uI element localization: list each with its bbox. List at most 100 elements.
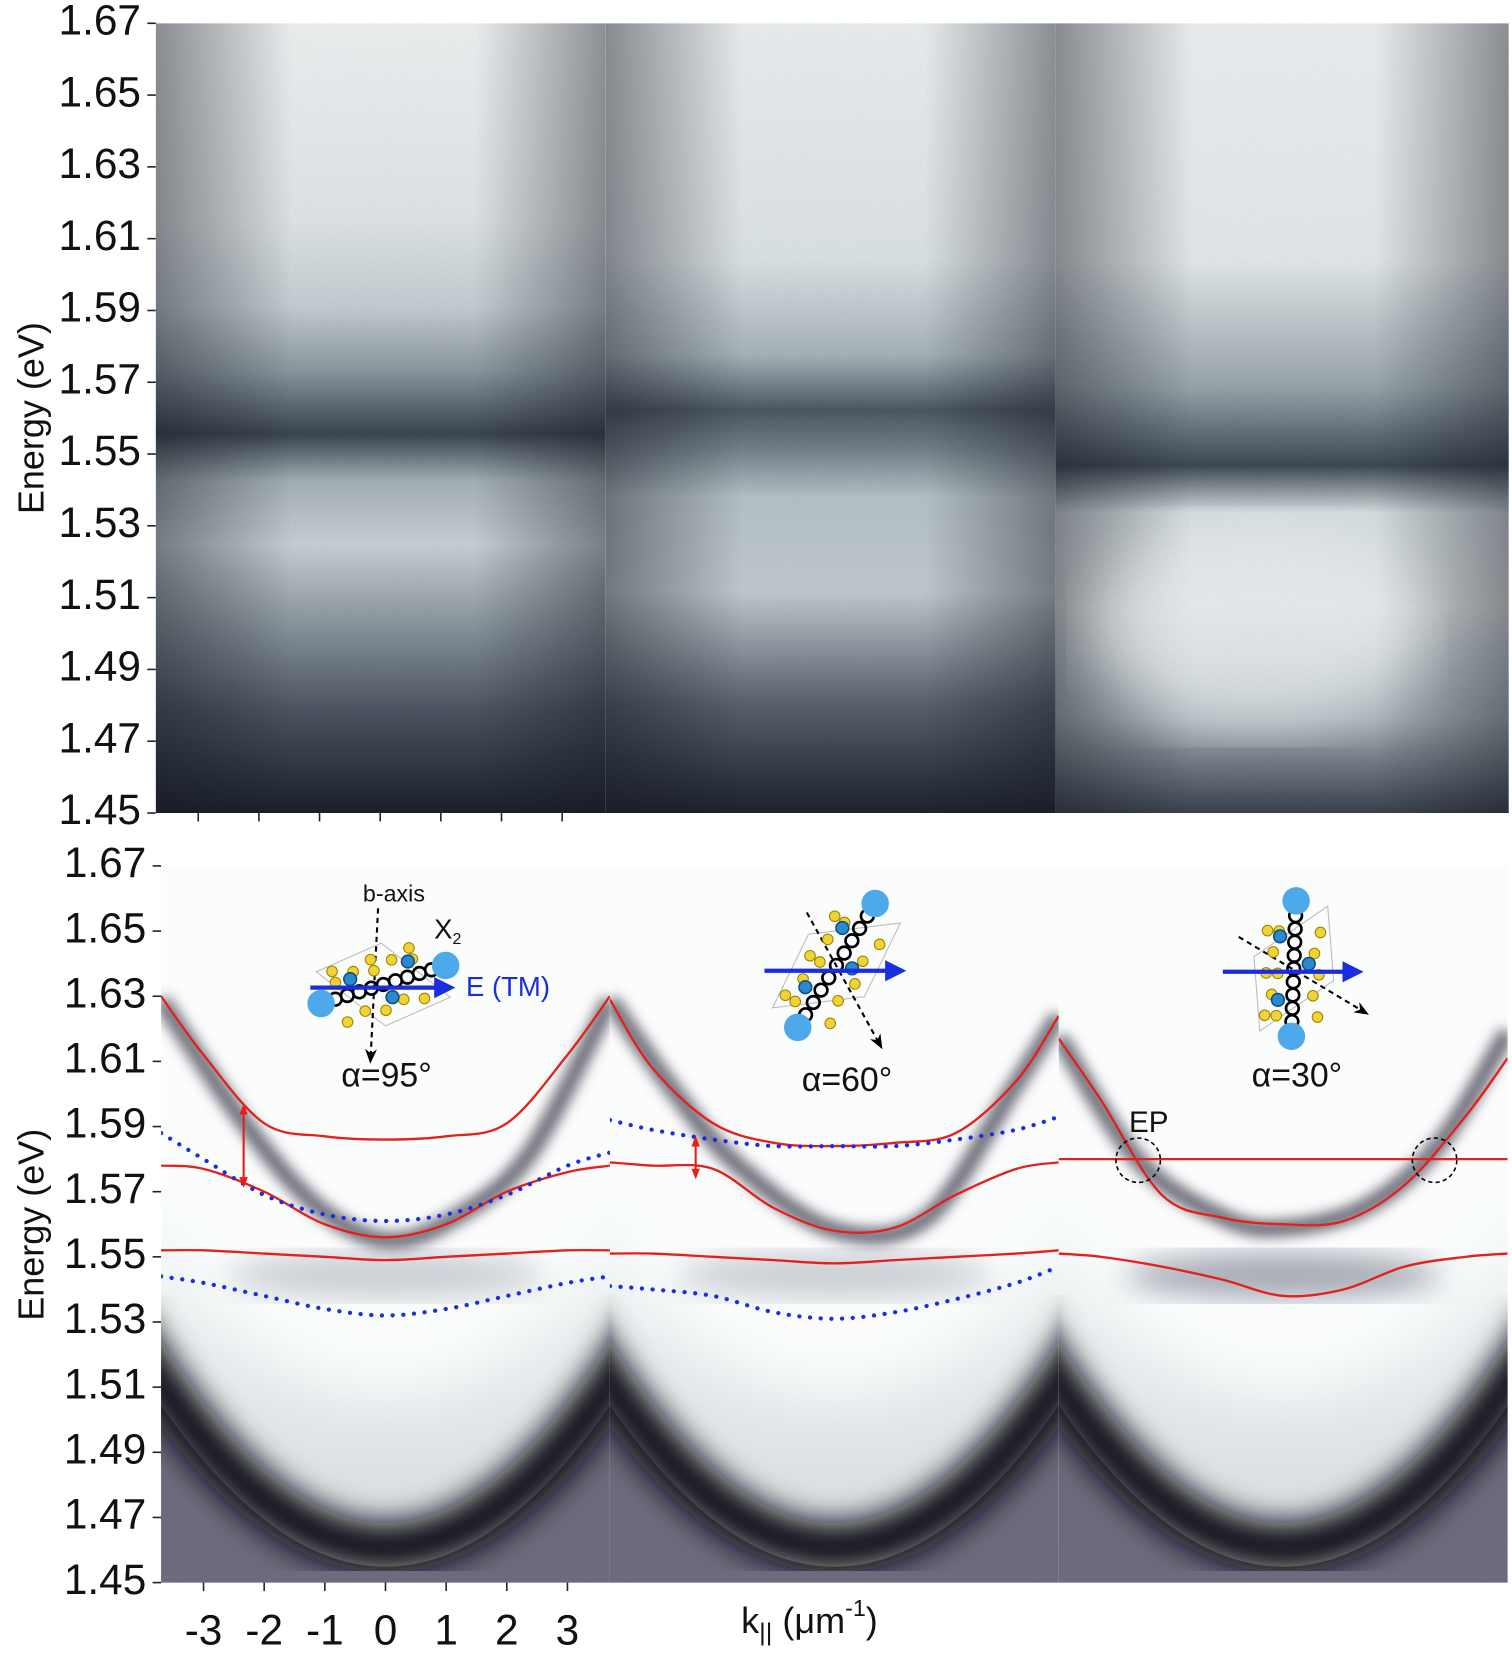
y-tick-label: 1.59 <box>64 1100 146 1147</box>
sim-panel <box>609 865 1059 1583</box>
sulfur-atom <box>849 978 861 990</box>
red-curve <box>1058 1252 1508 1298</box>
ep-annotation: EP <box>1129 1106 1169 1139</box>
y-tick-label: 1.51 <box>59 571 141 618</box>
exciton-sub: 2 <box>453 931 462 948</box>
y-tick-label: 1.67 <box>64 839 146 886</box>
photon-band <box>609 1340 1059 1572</box>
x-label-sub: || <box>759 1618 772 1646</box>
y-tick-label: 1.49 <box>59 643 141 690</box>
x-tick-label: -2 <box>245 1607 283 1654</box>
b-axis-line <box>805 911 883 1050</box>
y-tick-label: 1.51 <box>64 1360 146 1407</box>
y-tick-label: 1.61 <box>64 1035 146 1082</box>
sulfur-atom <box>1258 1009 1271 1022</box>
x-label-sup: -1 <box>845 1595 866 1621</box>
x-label-main: k <box>741 1599 760 1640</box>
red-curve <box>161 995 610 1141</box>
lower-region <box>609 1405 1059 1583</box>
y-tick-label: 1.57 <box>64 1165 146 1212</box>
metal-atom <box>1270 992 1285 1007</box>
red-curve <box>609 1249 1059 1265</box>
sulfur-atom <box>779 989 792 1002</box>
metal-atom <box>798 980 813 995</box>
sulfur-atom <box>364 953 377 966</box>
x-tick-label: 1 <box>434 1607 458 1654</box>
sim-panel <box>161 865 610 1583</box>
y-tick-label: 1.65 <box>64 904 146 951</box>
sulfur-atom <box>814 956 826 968</box>
sulfur-atom <box>397 993 410 1006</box>
exciton-dot <box>1277 1022 1306 1051</box>
y-tick-label: 1.61 <box>59 212 141 259</box>
lower-region <box>1058 1405 1508 1583</box>
y-tick-label: 1.67 <box>59 0 141 43</box>
x-label-unit: (μm <box>772 1599 845 1640</box>
y-axis-label: Energy (eV) <box>11 1129 52 1321</box>
y-tick-label: 1.55 <box>59 427 141 474</box>
y-axis-label: Energy (eV) <box>11 322 52 514</box>
noise <box>155 23 606 814</box>
sulfur-atom <box>873 938 886 951</box>
band-shade <box>226 1252 545 1299</box>
sulfur-atom <box>385 954 398 966</box>
y-tick-label: 1.59 <box>59 284 141 331</box>
y-tick-label: 1.45 <box>59 786 141 833</box>
red-curve <box>161 1164 610 1239</box>
y-tick-label: 1.63 <box>59 140 141 187</box>
x-tick-label: 0 <box>374 1607 398 1654</box>
y-tick-label: 1.47 <box>64 1491 146 1538</box>
x-tick-label: 2 <box>495 1607 519 1654</box>
exciton-main: X <box>434 914 452 945</box>
image-panel <box>155 23 606 814</box>
sulfur-atom <box>824 1017 837 1030</box>
dotted-curve <box>609 1114 1059 1149</box>
sulfur-atom <box>1311 1011 1324 1023</box>
metal-atom <box>1272 929 1288 944</box>
ep-marker <box>1115 1137 1162 1184</box>
mode-band <box>161 995 610 1250</box>
b-axis-line <box>1238 935 1369 1015</box>
axis-annotation: b-axis <box>363 881 425 907</box>
chain-link <box>805 994 821 1011</box>
y-tick-label: 1.53 <box>59 499 141 546</box>
chain-link <box>851 920 868 937</box>
band-shade <box>675 1252 994 1299</box>
sulfur-atom <box>1261 924 1274 937</box>
sulfur-atom <box>832 994 844 1007</box>
sulfur-atom <box>1307 989 1319 1002</box>
chain-link <box>836 945 852 961</box>
sulfur-atom <box>1267 946 1279 958</box>
x-tick-label: -3 <box>185 1607 223 1654</box>
y-tick-label: 1.65 <box>59 68 141 115</box>
exciton-dot <box>783 1013 812 1042</box>
exciton-annotation: X2 <box>434 914 461 948</box>
sulfur-atom <box>403 942 415 954</box>
metal-atom <box>835 920 850 936</box>
y-tick-label: 1.45 <box>64 1556 146 1603</box>
sulfur-atom <box>856 955 869 968</box>
sulfur-atom <box>1270 1009 1283 1022</box>
exciton-dot <box>861 889 889 918</box>
y-tick-label: 1.53 <box>64 1295 146 1342</box>
noise <box>1055 23 1509 814</box>
red-curve <box>1058 1037 1508 1227</box>
sulfur-atom <box>789 995 802 1008</box>
sulfur-atom <box>380 1004 392 1017</box>
dotted-curve <box>161 1274 610 1318</box>
lower-region <box>161 1405 610 1583</box>
exciton-dot <box>431 951 460 980</box>
sulfur-atom <box>821 933 834 946</box>
chain-link <box>813 982 829 998</box>
crystal-inset <box>1222 887 1369 1051</box>
noise <box>605 23 1056 814</box>
sulfur-atom <box>368 964 380 977</box>
field-annotation: E (TM) <box>466 971 550 1002</box>
sulfur-atom <box>828 910 841 923</box>
metal-atom <box>343 971 358 987</box>
exciton-dot <box>1282 887 1310 915</box>
metal-atom <box>385 990 400 1005</box>
chain-link <box>844 933 860 949</box>
y-tick-label: 1.57 <box>59 355 141 402</box>
